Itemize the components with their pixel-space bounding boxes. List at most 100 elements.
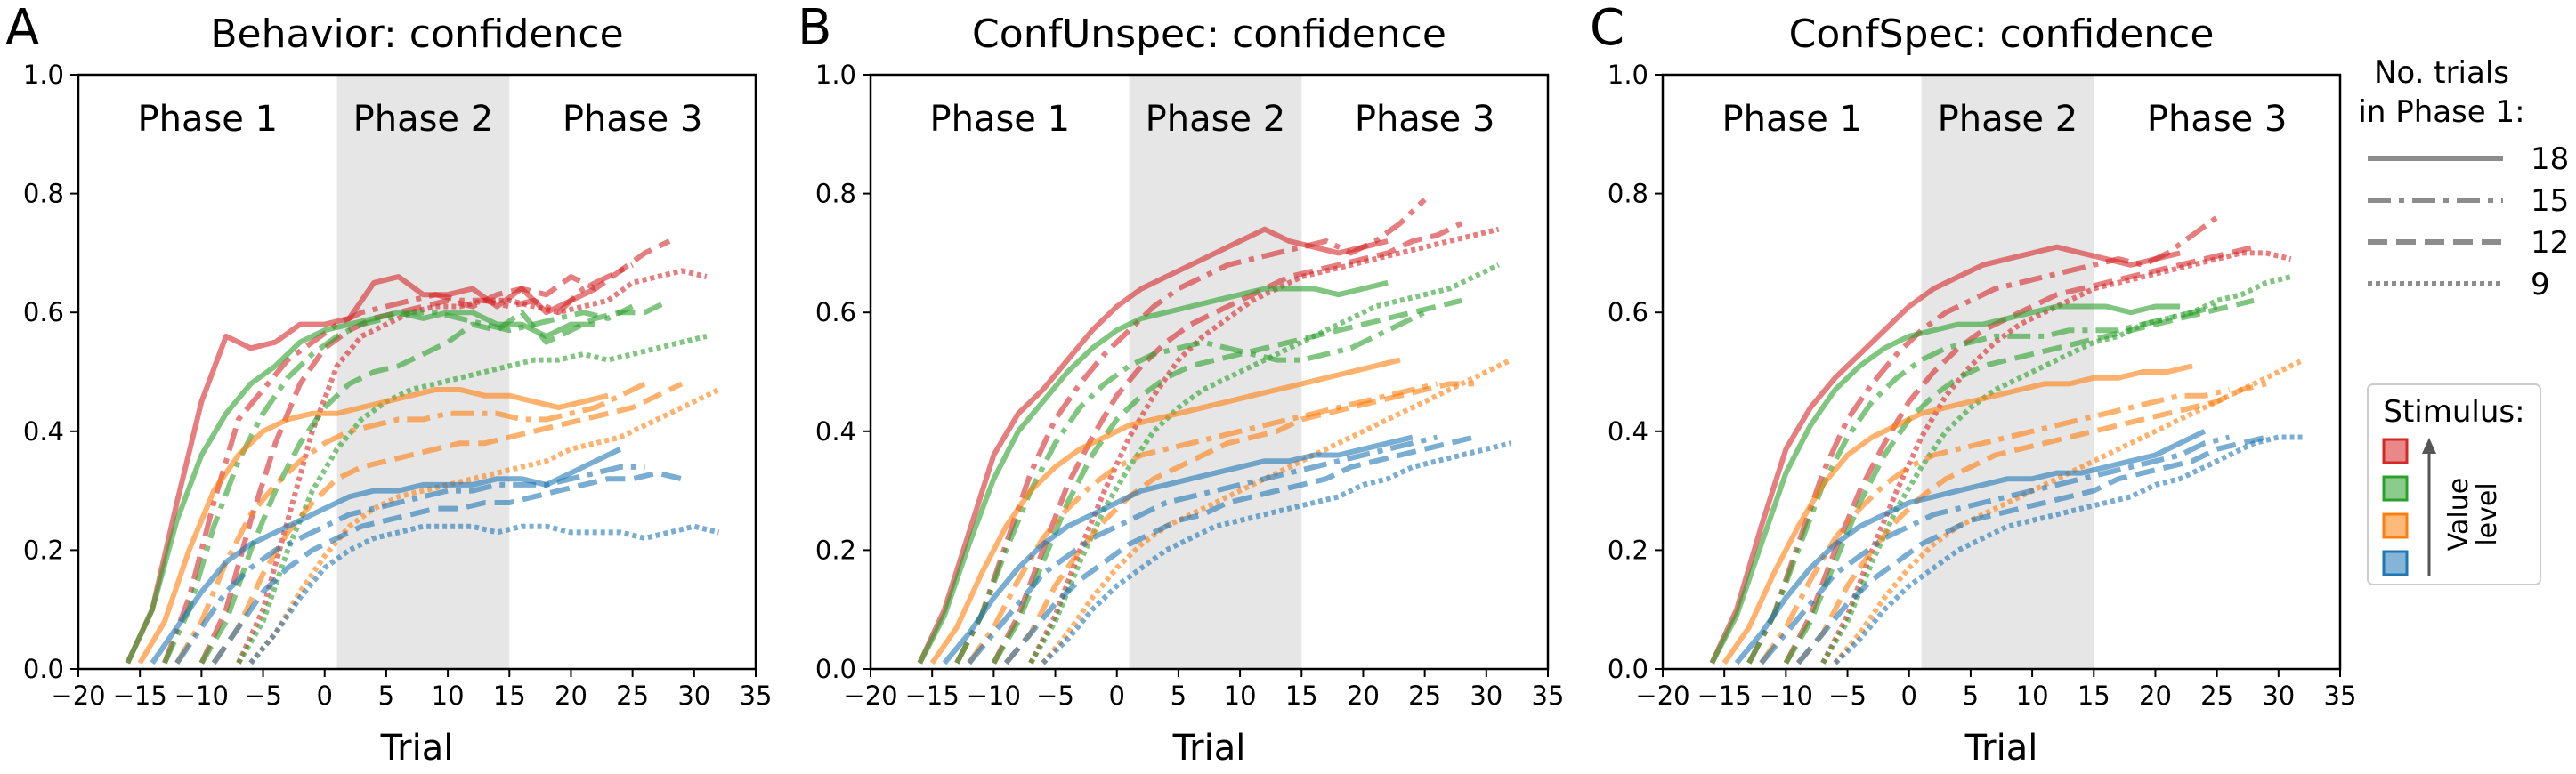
series-line-8 [137,387,609,665]
legend-trials-title-line-1: No. trials [2374,55,2509,91]
series-line-11 [1041,357,1512,665]
x-tick-label: 10 [432,681,465,711]
chart-title: ConfUnspec: confidence [972,12,1446,57]
x-tick-label: −10 [174,681,229,711]
x-tick-label: −10 [967,681,1021,711]
x-tick-label: −5 [1036,681,1074,711]
legend-value-label-line-2: level [2472,482,2503,545]
legend-trials-label-9: 9 [2531,267,2550,302]
chart-title: Behavior: confidence [210,12,623,57]
series-line-12 [150,447,622,665]
x-tick-label: 20 [1347,681,1380,711]
x-axis-label: Trial [380,728,454,769]
x-tick-label: 25 [1408,681,1441,711]
x-tick-label: −20 [51,681,105,711]
y-tick-label: 0.0 [23,654,64,684]
x-tick-label: 5 [1171,681,1187,711]
legend-trials-label-12: 12 [2531,225,2569,261]
y-tick-label: 0.6 [815,297,856,327]
panel-letter: A [5,0,39,57]
x-tick-label: 25 [616,681,649,711]
series-line-13 [967,434,1438,665]
x-tick-label: 15 [493,681,526,711]
series-line-1 [954,198,1427,665]
series-line-8 [929,357,1401,665]
legend-stimulus-swatch-1 [2382,438,2409,464]
legend-value-label-line-1: Value [2443,478,2475,551]
panel-c: −20 −15 −10 −5 0 5 10 15 20 25 30 35 0.0 0.2 0.4 0.6 0.8… [1590,0,2356,769]
y-tick-label: 0.8 [815,179,856,209]
value-arrow-head-icon [2422,438,2436,454]
y-tick-label: 0.8 [1608,179,1648,209]
panel-b: −20 −15 −10 −5 0 5 10 15 20 25 30 35 0.0 0.2 0.4 0.6 0.8… [798,0,1564,769]
phase-label-2: Phase 2 [1938,99,2078,140]
panel-letter: C [1590,0,1624,57]
series-line-8 [1721,363,2193,665]
series-line-12 [942,434,1414,665]
series-line-15 [248,523,720,665]
y-tick-label: 0.6 [1608,297,1648,327]
series-line-5 [954,310,1426,665]
phase-label-2: Phase 2 [1146,99,1286,140]
series-line-1 [1746,214,2219,665]
x-tick-label: 35 [2324,681,2357,711]
x-tick-label: 30 [2262,681,2295,711]
series-line-10 [1003,381,1474,665]
series-line-9 [1759,387,2231,665]
series-line-7 [1820,274,2292,665]
series-line-6 [1783,297,2255,665]
chart-title: ConfSpec: confidence [1789,12,2215,57]
series-line-14 [211,470,683,665]
x-tick-label: −20 [843,681,897,711]
series-line-13 [174,464,645,665]
x-tick-label: 10 [2016,681,2049,711]
x-tick-label: 15 [1285,681,1318,711]
y-tick-label: 0.2 [815,535,856,565]
panel-letter: B [798,0,831,57]
series-line-5 [1746,303,2218,665]
x-tick-label: 35 [740,681,773,711]
phase2-shading [336,75,510,669]
y-tick-label: 0.2 [23,535,64,565]
y-tick-label: 0.4 [1608,416,1648,447]
series-line-12 [1734,429,2207,665]
y-tick-label: 0.8 [23,179,64,209]
axes-frame [77,73,757,671]
series-line-15 [1041,440,1512,665]
series-line-4 [1709,303,2181,665]
x-tick-label: 0 [317,681,333,711]
series-line-7 [1028,262,1500,665]
legend-trials-label-15: 15 [2531,183,2569,219]
series-line-6 [991,297,1462,665]
legend-stimulus-frame [2367,383,2541,585]
x-tick-label: −5 [1828,681,1867,711]
phase-label-2: Phase 2 [353,99,494,140]
series-line-11 [248,387,720,665]
x-tick-label: 15 [2078,681,2110,711]
series-line-13 [1759,434,2231,665]
phase-label-3: Phase 3 [2147,99,2288,140]
y-tick-label: 1.0 [23,60,64,90]
y-tick-label: 1.0 [1608,60,1648,90]
x-axis-label: Trial [1172,728,1246,769]
series-line-6 [198,298,671,665]
series-line-2 [1783,244,2255,665]
phase-label-1: Phase 1 [137,99,278,140]
x-tick-label: −15 [905,681,960,711]
legend-trials-label-18: 18 [2531,141,2569,177]
x-tick-label: 35 [1532,681,1565,711]
axes-frame [869,73,1550,671]
x-axis-label: Trial [1964,728,2038,769]
legend-stimulus-swatch-4 [2382,550,2409,576]
x-tick-label: 30 [1470,681,1503,711]
x-tick-label: 5 [378,681,394,711]
x-tick-label: 20 [2139,681,2172,711]
series-line-2 [198,238,671,665]
series-line-10 [211,381,684,665]
legend-trials-title-line-2: in Phase 1: [2358,94,2524,130]
series-line-4 [125,310,596,665]
x-tick-label: 20 [555,681,587,711]
